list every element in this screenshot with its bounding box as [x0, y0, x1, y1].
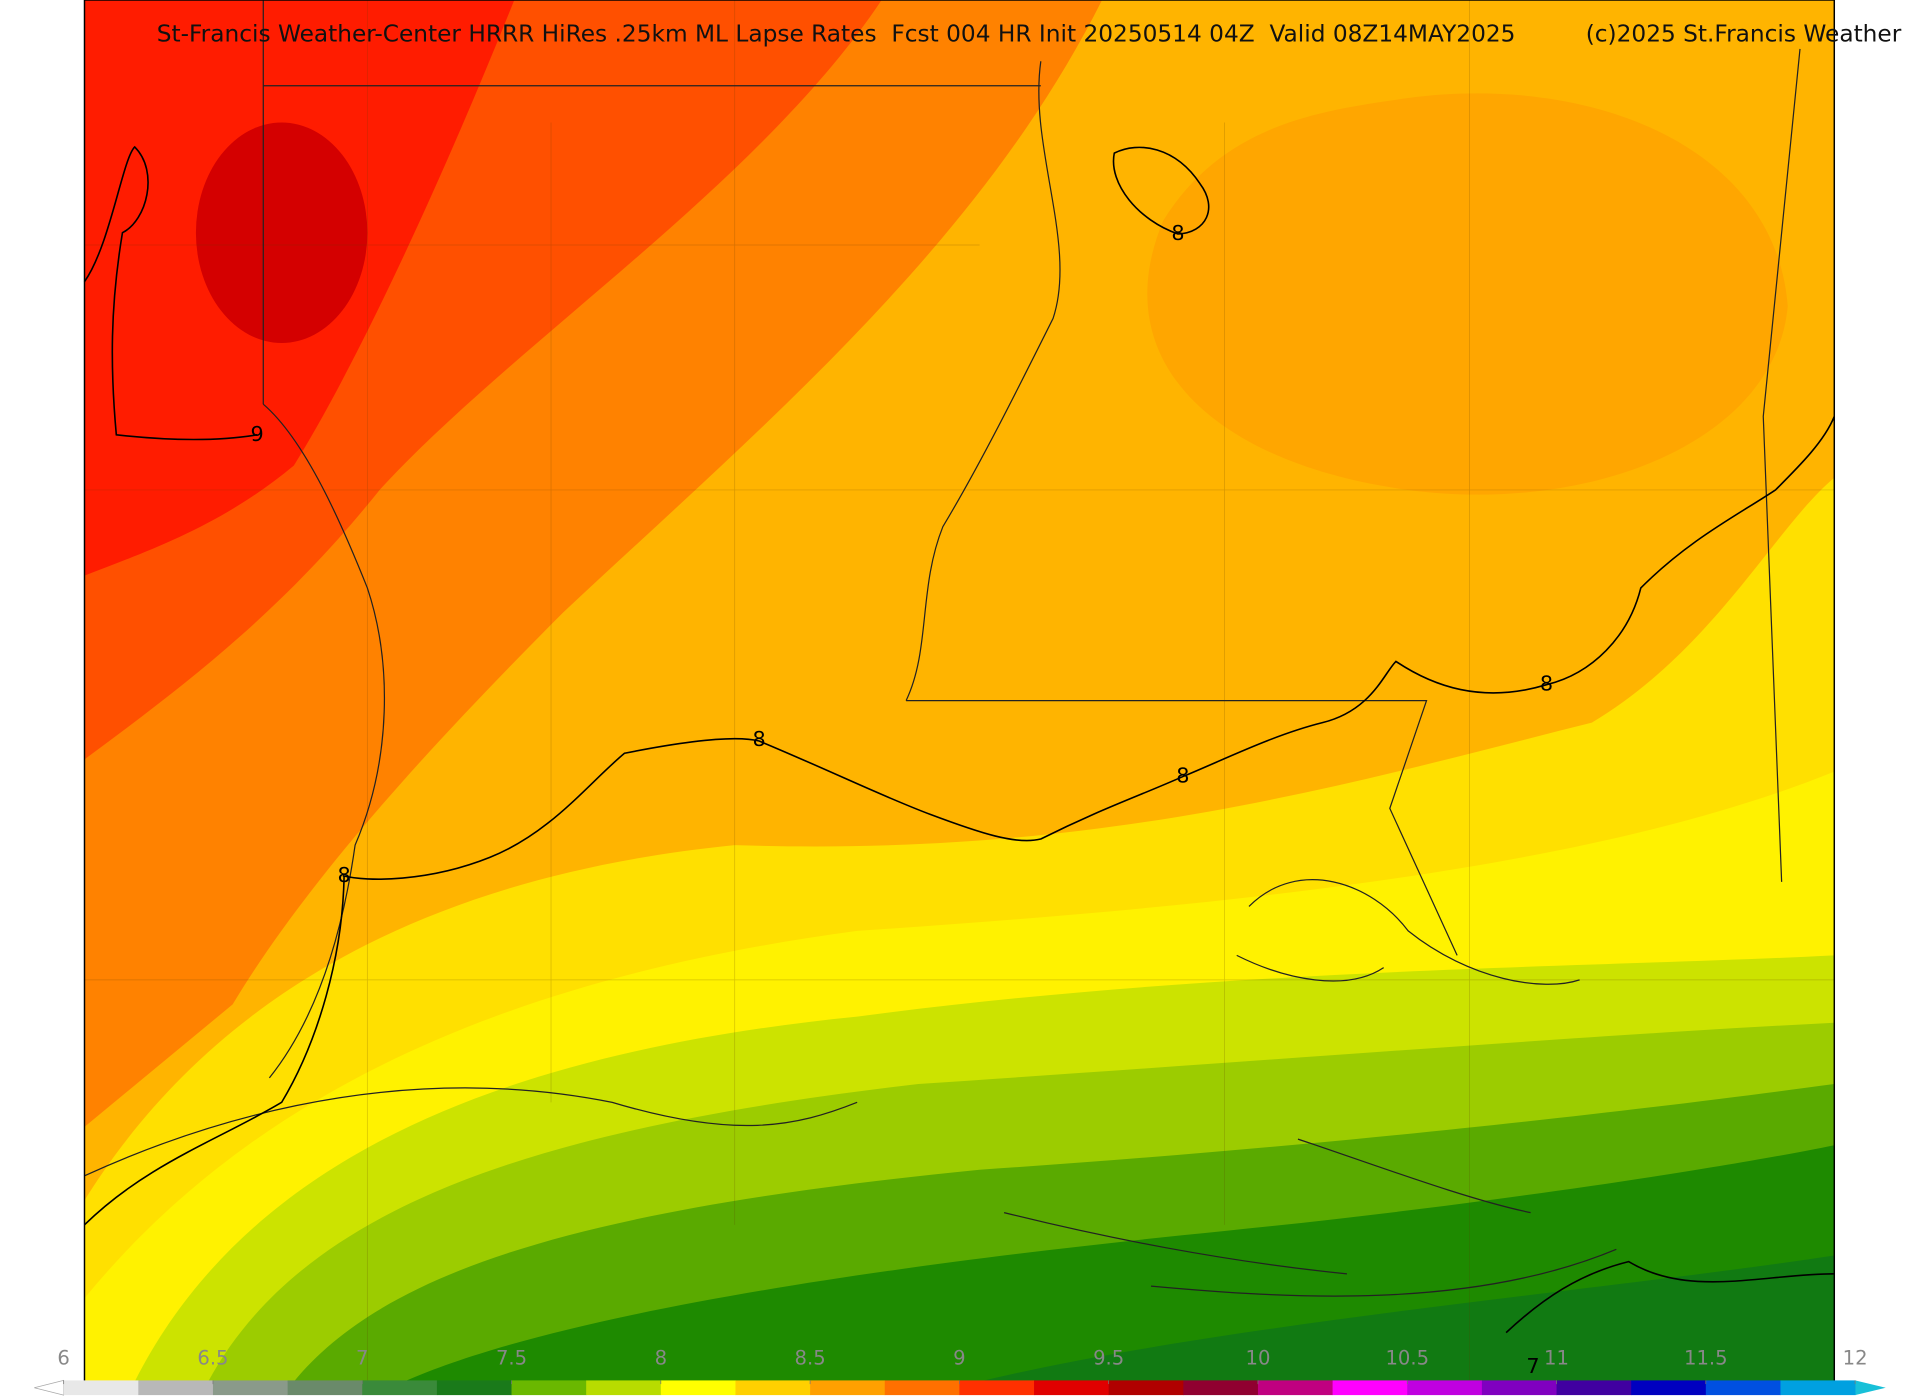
contour-label: 8: [1176, 764, 1189, 788]
colorbar-cell: [1556, 1380, 1632, 1396]
colorbar-cell: [212, 1380, 288, 1396]
colorbar-tick-label: 6: [57, 1346, 69, 1369]
colorbar-tick-label: 10: [1246, 1346, 1271, 1369]
colorbar-cell: [810, 1380, 886, 1396]
colorbar-cell: [959, 1380, 1035, 1396]
contour-label: 7: [1526, 1354, 1539, 1378]
state-borders: [84, 0, 1801, 1297]
contours: [83, 145, 1836, 1334]
colorbar-cell: [586, 1380, 662, 1396]
colorbar-cell: [1108, 1380, 1184, 1396]
colorbar-tick-label: 6.5: [197, 1346, 228, 1369]
contour-label: 8: [337, 863, 350, 887]
colorbar-cell: [1257, 1380, 1333, 1396]
colorbar-tick-label: 8.5: [795, 1346, 826, 1369]
colorbar-tick-label: 7: [356, 1346, 368, 1369]
colorbar: 6 6.5 7 7.5 8 8.5 9 9.5 10 10.5 11 11.5 12: [34, 1346, 1886, 1396]
colorbar-cell: [511, 1380, 587, 1396]
contour-label: 8: [753, 727, 766, 751]
colorbar-cell: [1034, 1380, 1110, 1396]
colorbar-cell: [362, 1380, 438, 1396]
colorbar-tick-label: 8: [655, 1346, 667, 1369]
colorbar-cell: [1705, 1380, 1781, 1396]
colorbar-tick-label: 12: [1843, 1346, 1868, 1369]
colorbar-cell: [436, 1380, 512, 1396]
colorbar-cell: [1631, 1380, 1707, 1396]
contour-label: 8: [1171, 221, 1184, 245]
field-orange-patch: [1147, 93, 1788, 495]
colorbar-tick-label: 11: [1544, 1346, 1569, 1369]
colorbar-tick-label: 9: [953, 1346, 965, 1369]
colorbar-tick-label: 10.5: [1385, 1346, 1429, 1369]
colorbar-cell: [287, 1380, 363, 1396]
field-darker-green: [979, 1255, 1835, 1382]
shaded-field: [84, 0, 1835, 1382]
contour-label: 8: [1540, 672, 1553, 696]
colorbar-cell: [1407, 1380, 1483, 1396]
colorbar-tick-label: 11.5: [1684, 1346, 1728, 1369]
colorbar-cell: [63, 1380, 139, 1396]
colorbar-cell: [735, 1380, 811, 1396]
copyright: (c)2025 St.Francis Weather: [1586, 21, 1902, 48]
field-dark-red: [195, 122, 368, 343]
colorbar-cell: [1481, 1380, 1557, 1396]
colorbar-cell: [1780, 1380, 1856, 1396]
colorbar-cell: [138, 1380, 214, 1396]
contour-label: 9: [251, 422, 264, 446]
colorbar-cell: [1183, 1380, 1259, 1396]
colorbar-cell: [884, 1380, 960, 1396]
colorbar-tick-label: 9.5: [1093, 1346, 1124, 1369]
colorbar-low-arrow: [34, 1379, 65, 1396]
colorbar-high-arrow: [1855, 1380, 1886, 1396]
colorbar-cell: [660, 1380, 736, 1396]
map-title: St-Francis Weather-Center HRRR HiRes .25…: [157, 21, 1516, 48]
colorbar-tick-label: 7.5: [496, 1346, 527, 1369]
colorbar-cell: [1332, 1380, 1408, 1396]
